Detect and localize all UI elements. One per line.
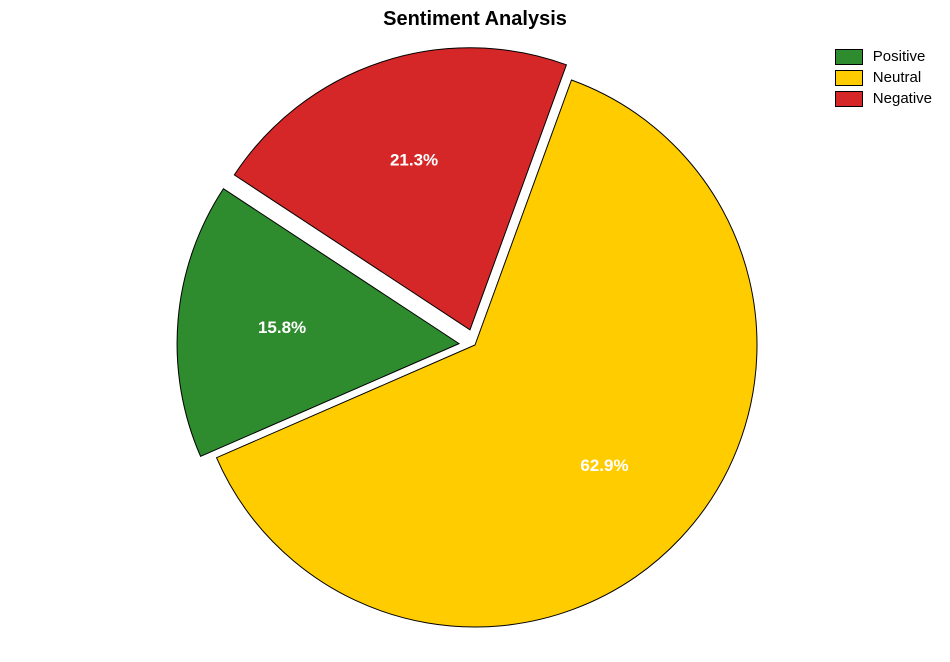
legend-label: Negative xyxy=(873,90,932,107)
legend-swatch xyxy=(835,49,863,65)
legend: Positive Neutral Negative xyxy=(835,48,932,107)
sentiment-pie-chart: Sentiment Analysis 62.9%15.8%21.3% Posit… xyxy=(0,0,950,662)
legend-item: Neutral xyxy=(835,69,932,86)
legend-label: Positive xyxy=(873,48,926,65)
legend-item: Positive xyxy=(835,48,932,65)
pie-slice-label: 15.8% xyxy=(258,318,306,337)
legend-label: Neutral xyxy=(873,69,921,86)
pie-svg: 62.9% 15.8% 21.3% xyxy=(0,0,950,662)
legend-swatch xyxy=(835,91,863,107)
pie-slice-label: 62.9% xyxy=(580,456,628,475)
legend-swatch xyxy=(835,70,863,86)
legend-item: Negative xyxy=(835,90,932,107)
pie-slice-label: 21.3% xyxy=(390,151,438,170)
